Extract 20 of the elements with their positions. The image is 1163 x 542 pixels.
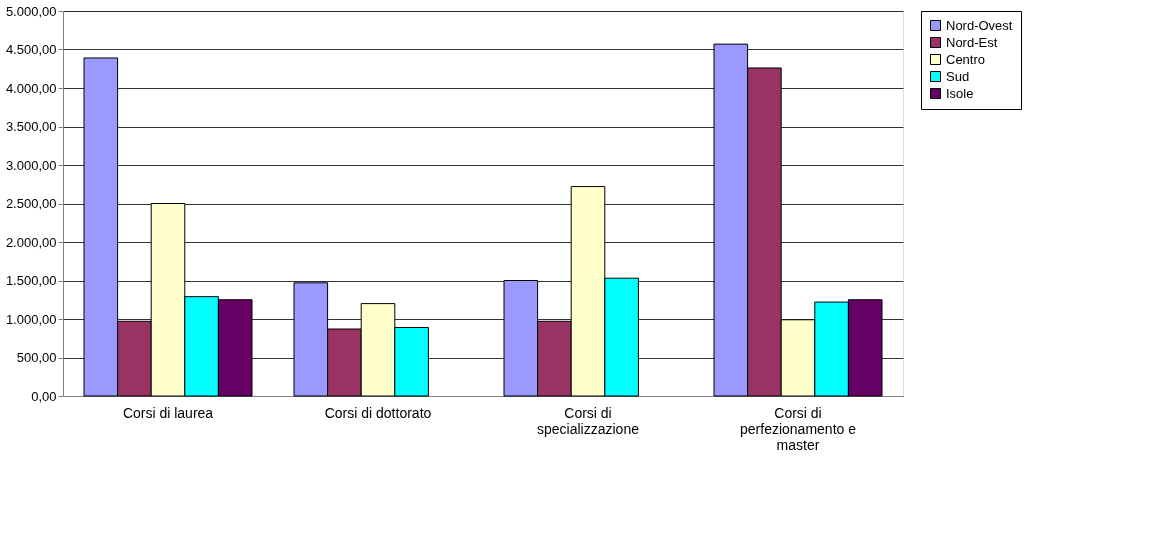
x-tick-label: Corsi di specializzazione	[537, 404, 640, 437]
y-tick-label: 4.500,00	[5, 42, 57, 57]
y-tick-label: 2.000,00	[5, 234, 57, 250]
y-tick-label: 3.000,00	[5, 157, 57, 173]
y-tick-label: 500,00	[16, 350, 57, 365]
y-tick-label: 1.500,00	[5, 273, 57, 288]
y-tick-label: 3.500,00	[5, 119, 57, 134]
legend-label: Sud	[946, 68, 970, 84]
legend-label: Nord-Ovest	[946, 17, 1013, 33]
legend-label: Isole	[946, 85, 974, 101]
x-tick-label: Corsi di dottorato	[324, 404, 432, 421]
x-tick-label: Corsi di perfezionamento e master	[740, 404, 857, 453]
legend-label: Nord-Est	[946, 34, 998, 50]
legend-label: Centro	[946, 51, 986, 67]
y-tick-label: 1.000,00	[5, 311, 57, 327]
x-tick-label: Corsi di laurea	[122, 404, 214, 421]
y-tick-label: 2.500,00	[5, 196, 57, 211]
y-tick-label: 5.000,00	[5, 3, 57, 19]
y-tick-label: 4.000,00	[5, 80, 57, 96]
y-tick-label: 0,00	[31, 388, 57, 404]
